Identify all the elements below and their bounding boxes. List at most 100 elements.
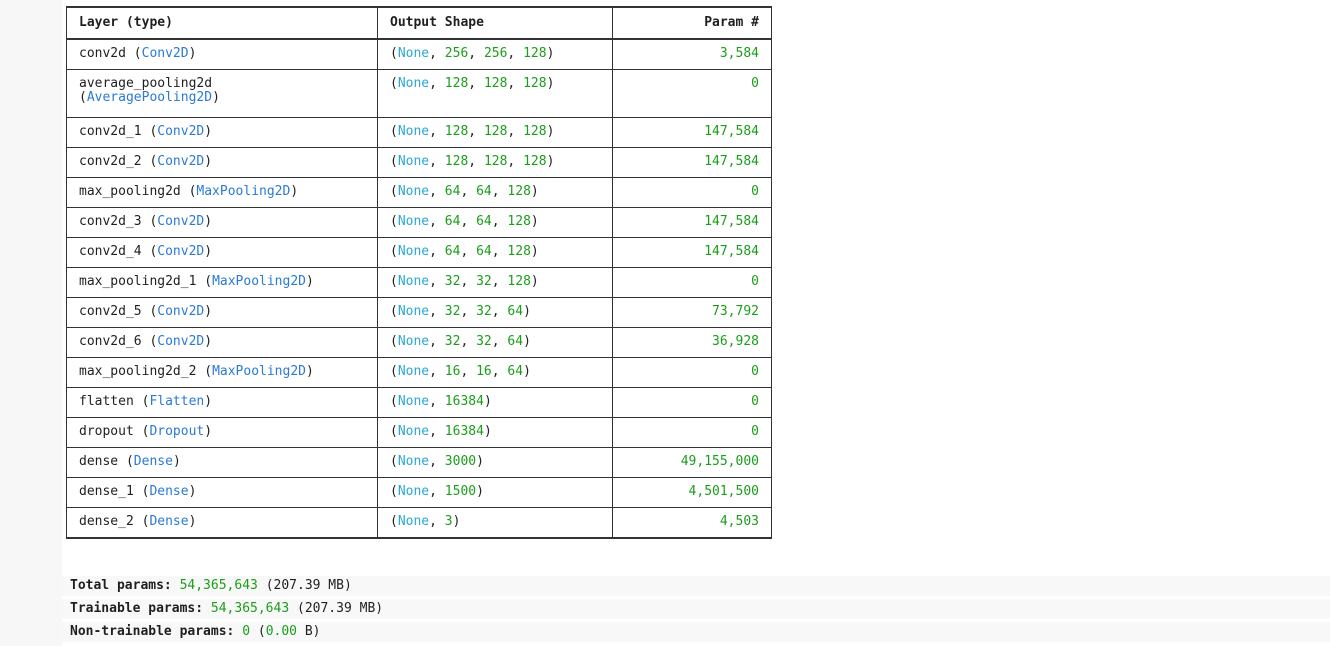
none-keyword: None [397, 274, 430, 289]
param-count-cell: 4,501,500 [612, 477, 772, 508]
none-keyword: None [397, 364, 430, 379]
shape-dim: 3 [444, 514, 453, 529]
shape-dim: 128 [507, 244, 531, 259]
param-count-cell: 0 [612, 69, 772, 118]
shape-dim: 128 [507, 184, 531, 199]
layer-cell: max_pooling2d (MaxPooling2D) [66, 177, 378, 208]
total-params-label: Total params: [70, 578, 172, 593]
shape-dim: 128 [523, 154, 547, 169]
layer-type: AveragePooling2D [86, 90, 213, 105]
none-keyword: None [397, 46, 430, 61]
param-count-cell: 36,928 [612, 327, 772, 358]
table-row: dropout (Dropout) (None, 16384) 0 [66, 417, 772, 448]
total-params-memory: (207.39 MB) [265, 578, 352, 593]
table-row: conv2d_4 (Conv2D) (None, 64, 64, 128) 147,… [66, 237, 772, 268]
param-count-cell: 147,584 [612, 147, 772, 178]
layer-name: dense_1 [79, 484, 134, 499]
layer-type: Conv2D [141, 46, 189, 61]
shape-dim: 128 [507, 214, 531, 229]
layer-type: MaxPooling2D [212, 274, 306, 289]
header-param-count: Param # [612, 6, 772, 40]
table-header-row: Layer (type) Output Shape Param # [66, 6, 772, 40]
non-trainable-params-value: 0 [242, 624, 251, 639]
non-trainable-params-label: Non-trainable params: [70, 624, 235, 639]
output-shape-cell: (None, 16, 16, 64) [377, 357, 613, 388]
layer-name: conv2d [79, 46, 126, 61]
param-count-cell: 73,792 [612, 297, 772, 328]
output-shape-cell: (None, 64, 64, 128) [377, 207, 613, 238]
output-shape-cell: (None, 128, 128, 128) [377, 69, 613, 118]
layer-type: MaxPooling2D [212, 364, 306, 379]
layer-cell: dense_2 (Dense) [66, 507, 378, 539]
layer-name: max_pooling2d [79, 184, 181, 199]
layer-cell: max_pooling2d_2 (MaxPooling2D) [66, 357, 378, 388]
output-shape-cell: (None, 128, 128, 128) [377, 117, 613, 148]
shape-dim: 16 [444, 364, 461, 379]
output-shape-cell: (None, 32, 32, 128) [377, 267, 613, 298]
layer-type: Conv2D [157, 154, 205, 169]
layer-name: conv2d_3 [79, 214, 142, 229]
shape-dim: 16384 [444, 394, 484, 409]
shape-dim: 128 [483, 124, 508, 139]
shape-dim: 64 [444, 184, 461, 199]
cell-gutter [0, 0, 62, 646]
layer-cell: conv2d (Conv2D) [66, 38, 378, 70]
output-shape-cell: (None, 32, 32, 64) [377, 327, 613, 358]
layer-cell: conv2d_6 (Conv2D) [66, 327, 378, 358]
table-row: conv2d_1 (Conv2D) (None, 128, 128, 128) 14… [66, 117, 772, 148]
shape-dim: 1500 [444, 484, 477, 499]
layer-cell: conv2d_3 (Conv2D) [66, 207, 378, 238]
header-output-shape: Output Shape [377, 6, 613, 40]
trainable-params-value: 54,365,643 [210, 601, 290, 616]
output-shape-cell: (None, 16384) [377, 387, 613, 418]
shape-dim: 64 [476, 244, 492, 259]
layer-cell: dense (Dense) [66, 447, 378, 478]
layer-name: max_pooling2d_1 [79, 274, 197, 289]
output-shape-cell: (None, 16384) [377, 417, 613, 448]
table-row: max_pooling2d (MaxPooling2D) (None, 64, 6… [66, 177, 772, 208]
layer-type: Conv2D [157, 124, 205, 139]
layer-name: dropout [79, 424, 134, 439]
layer-type: Dense [149, 484, 189, 499]
table-row: dense_2 (Dense) (None, 3) 4,503 [66, 507, 772, 539]
shape-dim: 128 [523, 76, 547, 91]
shape-dim: 128 [483, 154, 508, 169]
table-row: dense (Dense) (None, 3000) 49,155,000 [66, 447, 772, 478]
shape-dim: 64 [507, 334, 524, 349]
shape-dim: 3000 [444, 454, 477, 469]
shape-dim: 64 [444, 214, 461, 229]
param-count-cell: 147,584 [612, 207, 772, 238]
none-keyword: None [397, 124, 430, 139]
none-keyword: None [397, 214, 430, 229]
trainable-params-line: Trainable params: 54,365,643 (207.39 MB) [62, 599, 1330, 619]
shape-dim: 32 [444, 274, 461, 289]
layer-name: dense_2 [79, 514, 134, 529]
none-keyword: None [397, 304, 430, 319]
layer-type: Dropout [149, 424, 205, 439]
table-row: conv2d_3 (Conv2D) (None, 64, 64, 128) 147,… [66, 207, 772, 238]
layer-name: conv2d_2 [79, 154, 142, 169]
none-keyword: None [397, 454, 430, 469]
model-summary-table: Layer (type) Output Shape Param # conv2d… [66, 6, 772, 539]
param-count-cell: 3,584 [612, 38, 772, 70]
layer-cell: dense_1 (Dense) [66, 477, 378, 508]
shape-dim: 128 [444, 124, 469, 139]
shape-dim: 128 [444, 154, 469, 169]
layer-name: flatten [79, 394, 134, 409]
none-keyword: None [397, 154, 430, 169]
none-keyword: None [397, 424, 430, 439]
none-keyword: None [397, 76, 430, 91]
shape-dim: 64 [507, 364, 524, 379]
shape-dim: 32 [476, 274, 492, 289]
param-count-cell: 147,584 [612, 117, 772, 148]
shape-dim: 256 [444, 46, 469, 61]
shape-dim: 128 [523, 46, 547, 61]
header-layer-type: Layer (type) [66, 6, 378, 40]
shape-dim: 64 [476, 184, 492, 199]
param-count-cell: 147,584 [612, 237, 772, 268]
layer-type: MaxPooling2D [196, 184, 291, 199]
layer-cell: dropout (Dropout) [66, 417, 378, 448]
param-totals: Total params: 54,365,643 (207.39 MB) Tra… [62, 576, 1330, 645]
param-count-cell: 0 [612, 177, 772, 208]
shape-dim: 128 [523, 124, 547, 139]
